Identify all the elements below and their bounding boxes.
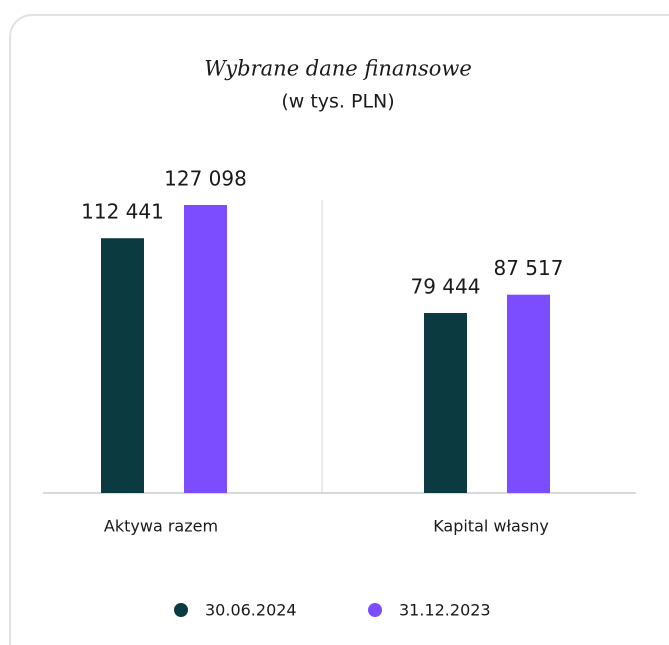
x-tick-label: Aktywa razem: [104, 517, 218, 536]
bar: [424, 312, 467, 493]
chart-title: Wybrane dane finansowe: [204, 57, 472, 81]
bar: [507, 294, 550, 493]
bar: [101, 238, 144, 493]
legend-marker: [174, 603, 188, 617]
legend-label: 31.12.2023: [399, 601, 491, 620]
value-label: 87 517: [494, 256, 564, 280]
chart-subtitle: (w tys. PLN): [281, 91, 394, 113]
value-label: 127 098: [164, 167, 247, 191]
value-label: 79 444: [411, 274, 481, 298]
x-tick-label: Kapital własny: [433, 517, 549, 536]
legend-label: 30.06.2024: [205, 601, 297, 620]
value-label: 112 441: [81, 200, 164, 224]
card: [9, 14, 669, 645]
bar: [184, 205, 227, 493]
legend-marker: [368, 603, 382, 617]
